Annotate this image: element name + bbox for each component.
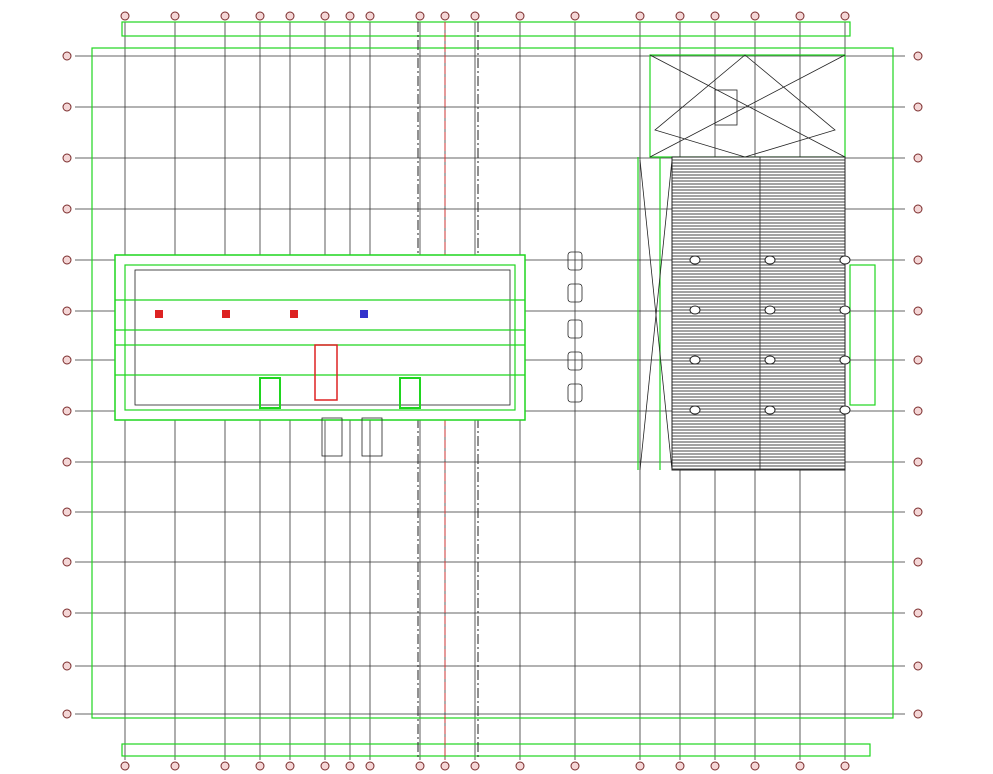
grid-bubble: [913, 661, 923, 671]
grid-bubble: [220, 761, 230, 771]
grid-bubble: [515, 761, 525, 771]
grid-bubble: [62, 507, 72, 517]
grid-bubble: [840, 11, 850, 21]
grid-bubble: [913, 306, 923, 316]
grid-bubble: [170, 11, 180, 21]
grid-bubble: [750, 11, 760, 21]
grid-bubble: [470, 11, 480, 21]
grid-bubble: [913, 255, 923, 265]
grid-bubble: [415, 11, 425, 21]
grid-bubble: [345, 761, 355, 771]
grid-bubble: [365, 11, 375, 21]
grid-bubble: [750, 761, 760, 771]
grid-bubble: [62, 255, 72, 265]
grid-bubble: [62, 557, 72, 567]
grid-bubble: [255, 761, 265, 771]
grid-bubble: [120, 11, 130, 21]
grid-bubble: [515, 11, 525, 21]
right-building: [637, 54, 876, 471]
grid-bubble: [913, 608, 923, 618]
column: [764, 305, 776, 315]
bottom-dimension-band: [121, 743, 871, 757]
grid-bubble: [255, 11, 265, 21]
grid-bubble: [913, 457, 923, 467]
grid-bubble: [913, 355, 923, 365]
grid-bubble: [913, 153, 923, 163]
grid-bubble: [913, 51, 923, 61]
grid-bubble: [62, 406, 72, 416]
grid-bubble: [913, 204, 923, 214]
grid-bubble: [710, 761, 720, 771]
column: [764, 355, 776, 365]
column: [839, 305, 851, 315]
grid-bubble: [675, 761, 685, 771]
grid-bubble: [840, 761, 850, 771]
grid-bubble: [62, 306, 72, 316]
grid-bubble: [675, 11, 685, 21]
column: [764, 255, 776, 265]
grid-bubble: [913, 557, 923, 567]
column: [839, 405, 851, 415]
column: [689, 355, 701, 365]
grid-bubble: [365, 761, 375, 771]
grid-bubble: [285, 761, 295, 771]
grid-bubble: [220, 11, 230, 21]
column: [689, 405, 701, 415]
grid-bubble: [62, 608, 72, 618]
grid-bubble: [285, 11, 295, 21]
grid-bubble: [62, 709, 72, 719]
grid-bubble: [62, 457, 72, 467]
grid-bubble: [795, 11, 805, 21]
column: [764, 405, 776, 415]
grid-bubble: [710, 11, 720, 21]
grid-bubble: [120, 761, 130, 771]
grid-bubble: [62, 153, 72, 163]
top-dimension-band: [121, 21, 851, 37]
column: [689, 305, 701, 315]
grid-bubbles: [62, 11, 923, 771]
grid-bubble: [320, 11, 330, 21]
grid-bubble: [570, 11, 580, 21]
grid-bubble: [440, 11, 450, 21]
grid-bubble: [415, 761, 425, 771]
grid-bubble: [345, 11, 355, 21]
column: [689, 255, 701, 265]
grid-bubble: [913, 709, 923, 719]
grid-bubble: [913, 507, 923, 517]
grid-bubble: [635, 11, 645, 21]
grid-bubble: [795, 761, 805, 771]
grid-bubble: [470, 761, 480, 771]
left-building: [114, 254, 526, 457]
grid-bubble: [62, 355, 72, 365]
grid-bubble: [913, 102, 923, 112]
grid-bubble: [570, 761, 580, 771]
column-pads: [567, 251, 583, 403]
grid-bubble: [62, 661, 72, 671]
grid-bubble: [62, 51, 72, 61]
grid-bubble: [913, 406, 923, 416]
grid-bubble: [440, 761, 450, 771]
grid-bubble: [170, 761, 180, 771]
grid-bubble: [62, 102, 72, 112]
outer-frame: [91, 47, 894, 719]
column: [839, 255, 851, 265]
grid-bubble: [320, 761, 330, 771]
grid-bubble: [635, 761, 645, 771]
grid-bubble: [62, 204, 72, 214]
column: [839, 355, 851, 365]
